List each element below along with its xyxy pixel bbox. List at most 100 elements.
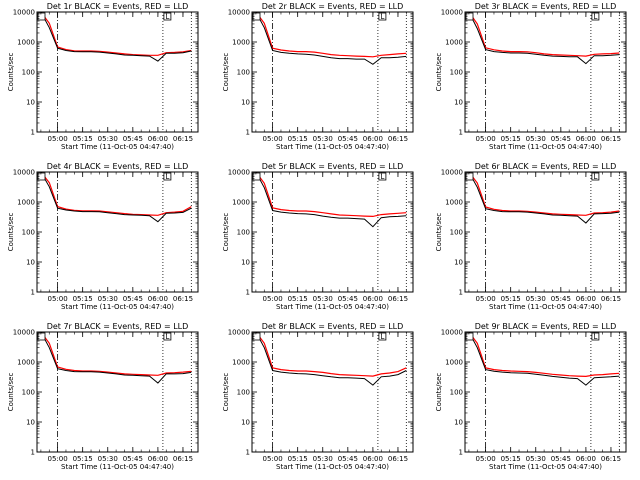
y-tick-label: 1000 (232, 39, 250, 47)
y-tick-label: 100 (237, 69, 250, 77)
panel-title: Det 2r BLACK = Events, RED = LLD (262, 2, 404, 11)
plot-area (40, 172, 192, 292)
panel-det-3: Det 3r BLACK = Events, RED = LLD L 1 10 100 1… (435, 2, 627, 151)
x-tick-label: 06:00 (576, 455, 596, 463)
panel-det-1: Det 1r BLACK = Events, RED = LLD L 1 10 100 1… (7, 2, 199, 151)
x-tick-label: 05:45 (123, 295, 143, 303)
y-tick-label: 1000 (17, 199, 35, 207)
x-tick-label: 06:15 (601, 295, 621, 303)
x-tick-label: 05:30 (526, 455, 546, 463)
lld-series-line (255, 172, 407, 218)
panel-title: Det 8r BLACK = Events, RED = LLD (262, 322, 404, 331)
x-tick-label: 05:15 (288, 295, 308, 303)
y-tick-label: 1 (31, 129, 35, 137)
lld-series-line (255, 12, 407, 58)
marker-label: L (593, 13, 597, 21)
x-tick-label: 05:30 (526, 295, 546, 303)
y-tick-label: 10 (454, 419, 463, 427)
y-tick-label: 1000 (17, 39, 35, 47)
panel-det-5: Det 5r BLACK = Events, RED = LLD L 1 10 100 1… (222, 162, 414, 311)
x-tick-label: 05:15 (73, 135, 93, 143)
x-tick-label: 05:00 (263, 295, 283, 303)
marker-box (591, 12, 600, 21)
x-tick-label: 05:45 (551, 455, 571, 463)
x-tick-label: 06:00 (363, 455, 383, 463)
events-series-line (468, 172, 620, 224)
y-tick-label: 1000 (232, 199, 250, 207)
panel-title: Det 4r BLACK = Events, RED = LLD (47, 162, 189, 171)
y-tick-label: 10000 (441, 329, 463, 337)
plot-area (255, 332, 407, 452)
x-axis-label: Start Time (11-Oct-05 04:47:40) (61, 303, 174, 311)
lld-series-line (40, 12, 192, 56)
x-axis-label: Start Time (11-Oct-05 04:47:40) (61, 143, 174, 151)
panel-det-6: Det 6r BLACK = Events, RED = LLD L 1 10 100 1… (435, 162, 627, 311)
plot-frame (464, 331, 627, 453)
y-tick-label: 1000 (445, 359, 463, 367)
events-series-line (255, 332, 407, 386)
x-axis-label: Start Time (11-Oct-05 04:47:40) (489, 463, 602, 471)
y-tick-label: 100 (450, 69, 463, 77)
x-tick-label: 06:15 (173, 295, 193, 303)
y-tick-label: 10 (241, 419, 250, 427)
x-tick-label: 05:45 (123, 135, 143, 143)
plot-frame (251, 11, 414, 133)
y-tick-label: 1 (459, 289, 463, 297)
y-tick-label: 1 (246, 129, 250, 137)
x-tick-label: 06:15 (173, 455, 193, 463)
lld-series-line (40, 332, 192, 376)
y-tick-label: 1000 (232, 359, 250, 367)
plot-frame (251, 171, 414, 293)
x-tick-label: 06:15 (388, 135, 408, 143)
y-tick-label: 10 (26, 419, 35, 427)
y-tick-label: 10 (241, 259, 250, 267)
panel-det-8: Det 8r BLACK = Events, RED = LLD L 1 10 100 1… (222, 322, 414, 471)
y-axis-label: Counts/sec (7, 373, 15, 412)
y-tick-label: 10 (26, 259, 35, 267)
x-tick-label: 06:00 (363, 135, 383, 143)
x-tick-label: 06:15 (601, 135, 621, 143)
x-tick-label: 05:15 (288, 455, 308, 463)
y-axis-label: Counts/sec (435, 53, 443, 92)
plot-area (40, 332, 192, 452)
events-series-line (255, 12, 407, 65)
x-axis-label: Start Time (11-Oct-05 04:47:40) (276, 463, 389, 471)
events-series-line (255, 172, 407, 228)
y-tick-label: 100 (450, 389, 463, 397)
marker-box (378, 332, 387, 341)
panel-det-2: Det 2r BLACK = Events, RED = LLD L 1 10 100 1… (222, 2, 414, 151)
panel-det-7: Det 7r BLACK = Events, RED = LLD L 1 10 100 1… (7, 322, 199, 471)
x-tick-label: 05:00 (476, 135, 496, 143)
lld-series-line (468, 332, 620, 378)
marker-label: L (380, 173, 384, 181)
y-tick-label: 1 (246, 449, 250, 457)
x-tick-label: 06:00 (576, 135, 596, 143)
x-axis-label: Start Time (11-Oct-05 04:47:40) (276, 143, 389, 151)
x-tick-label: 05:30 (313, 135, 333, 143)
plot-area (255, 172, 407, 292)
x-tick-label: 06:00 (576, 295, 596, 303)
x-tick-label: 06:15 (388, 295, 408, 303)
x-tick-label: 05:45 (551, 135, 571, 143)
y-tick-label: 100 (22, 69, 35, 77)
y-tick-label: 100 (450, 229, 463, 237)
marker-label: L (380, 333, 384, 341)
events-series-line (40, 12, 192, 62)
x-tick-label: 05:30 (98, 455, 118, 463)
y-tick-label: 10000 (228, 169, 250, 177)
panel-title: Det 7r BLACK = Events, RED = LLD (47, 322, 189, 331)
x-axis-label: Start Time (11-Oct-05 04:47:40) (61, 463, 174, 471)
x-tick-label: 05:45 (338, 135, 358, 143)
y-tick-label: 10000 (441, 169, 463, 177)
x-axis-label: Start Time (11-Oct-05 04:47:40) (489, 143, 602, 151)
y-tick-label: 1 (459, 449, 463, 457)
marker-box (378, 172, 387, 181)
y-axis-label: Counts/sec (7, 53, 15, 92)
y-tick-label: 100 (237, 389, 250, 397)
panel-title: Det 9r BLACK = Events, RED = LLD (475, 322, 617, 331)
y-tick-label: 1000 (445, 39, 463, 47)
lld-series-line (468, 12, 620, 57)
plot-frame (36, 11, 199, 133)
x-tick-label: 05:15 (288, 135, 308, 143)
